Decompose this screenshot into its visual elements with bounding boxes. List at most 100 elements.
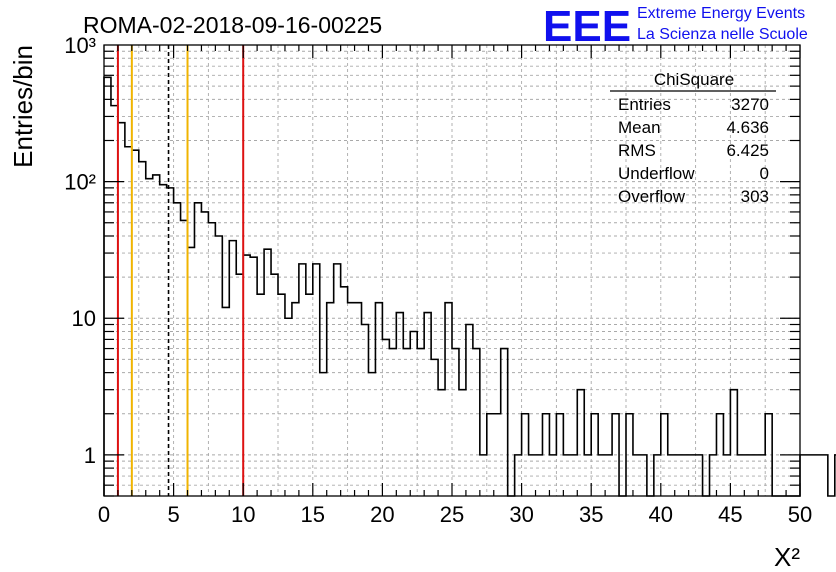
- histogram-bin: [605, 455, 612, 496]
- histogram-bin: [696, 455, 703, 496]
- histogram-bin: [710, 455, 717, 496]
- x-tick-label: 35: [579, 502, 603, 527]
- histogram-bin: [417, 349, 424, 496]
- stats-row-value: 303: [741, 187, 769, 206]
- histogram-bin: [389, 349, 396, 496]
- histogram-bin: [299, 264, 306, 496]
- stats-row-label: Mean: [618, 118, 661, 137]
- x-tick-label: 40: [649, 502, 673, 527]
- histogram-outline: [103, 76, 836, 497]
- histogram-bin: [591, 414, 598, 496]
- histogram-bin: [229, 241, 236, 496]
- eee-logo-line1: Extreme Energy Events: [637, 5, 805, 22]
- histogram-bin: [375, 303, 382, 496]
- histogram-bin: [522, 414, 529, 496]
- histogram-bin: [257, 294, 264, 496]
- histogram-bin: [153, 175, 160, 496]
- y-tick-label: 1: [84, 443, 96, 468]
- stats-box: ChiSquare Entries 3270 Mean 4.636 RMS 6.425 Un…: [610, 70, 776, 206]
- plot-frame: [103, 44, 801, 497]
- histogram-bin: [682, 455, 689, 496]
- histogram-bin: [563, 455, 570, 496]
- histogram-bin: [584, 455, 591, 496]
- stats-row-value: 0: [760, 164, 769, 183]
- histogram-bin: [271, 274, 278, 496]
- histogram-bin: [751, 455, 758, 496]
- y-tick-label: 10²: [64, 170, 96, 195]
- histogram-bin: [201, 212, 208, 496]
- histogram-bin: [139, 162, 146, 496]
- histogram-bin: [118, 123, 125, 496]
- histogram-bin: [264, 249, 271, 496]
- histogram-bin: [410, 331, 417, 496]
- histogram-bin: [341, 287, 348, 496]
- histogram-bin: [466, 324, 473, 496]
- histogram-bin: [111, 106, 118, 496]
- x-tick-label: 30: [509, 502, 533, 527]
- histogram-bin: [612, 414, 619, 496]
- histogram-bin: [800, 455, 807, 496]
- grid-lines: [104, 45, 800, 496]
- histogram-bin: [236, 274, 243, 496]
- x-tick-label: 25: [440, 502, 464, 527]
- stats-row-label: Underflow: [618, 164, 695, 183]
- histogram-bin: [194, 203, 201, 496]
- histogram-bin: [640, 455, 647, 496]
- histogram-bin: [348, 303, 355, 496]
- histogram-bin: [459, 390, 466, 496]
- x-tick-label: 5: [167, 502, 179, 527]
- stats-row-label: Entries: [618, 95, 671, 114]
- stats-row-value: 6.425: [726, 141, 769, 160]
- x-tick-label: 10: [231, 502, 255, 527]
- axis-ticks: 0 5 10 15 20 25 30 35 40 45 50 1 10 10² 10³: [64, 33, 812, 527]
- histogram-bin: [814, 455, 821, 496]
- histogram-bin: [424, 313, 431, 496]
- histogram-bin: [160, 185, 167, 496]
- histogram-bin: [250, 257, 257, 496]
- histogram-bin: [723, 455, 730, 496]
- eee-logo-mark: EEE: [543, 2, 631, 51]
- histogram-bin: [598, 455, 605, 496]
- histogram-bin: [487, 414, 494, 496]
- histogram-bin: [292, 303, 299, 496]
- histogram-bin: [480, 455, 487, 496]
- histogram-bin: [146, 179, 153, 496]
- histogram-bin: [438, 390, 445, 496]
- histogram-bin: [542, 414, 549, 496]
- histogram-bin: [431, 359, 438, 496]
- stats-row-label: RMS: [618, 141, 656, 160]
- histogram-bin: [716, 414, 723, 496]
- histogram-bin: [654, 455, 661, 496]
- histogram-bin: [368, 373, 375, 496]
- eee-logo: EEE Extreme Energy Events La Scienza nel…: [543, 2, 808, 51]
- histogram-bin: [689, 455, 696, 496]
- histogram-bin: [278, 294, 285, 496]
- histogram-bin: [556, 414, 563, 496]
- histogram-bin: [208, 223, 215, 496]
- x-axis-label: X²: [774, 542, 800, 572]
- histogram-bin: [730, 390, 737, 496]
- x-tick-label: 20: [370, 502, 394, 527]
- chart-title: ROMA-02-2018-09-16-00225: [83, 12, 382, 38]
- histogram-bin: [494, 414, 501, 496]
- x-tick-label: 45: [718, 502, 742, 527]
- histogram-bin: [758, 455, 765, 496]
- histogram-bin: [501, 349, 508, 496]
- histogram-bin: [355, 303, 362, 496]
- histogram-bin: [626, 414, 633, 496]
- histogram-bin: [313, 264, 320, 496]
- histogram-bin: [306, 294, 313, 496]
- histogram-bin: [821, 455, 828, 496]
- histogram-bin: [382, 339, 389, 496]
- histogram-bin: [132, 150, 139, 496]
- histogram-bin: [536, 455, 543, 496]
- histogram-bin: [473, 349, 480, 496]
- histogram-bin: [243, 255, 250, 496]
- histogram-bin: [549, 455, 556, 496]
- histogram-bin: [675, 455, 682, 496]
- y-tick-label: 10³: [64, 33, 96, 58]
- histogram-bin: [737, 455, 744, 496]
- histogram-bin: [285, 318, 292, 496]
- y-axis-label: Entries/bin: [8, 45, 38, 168]
